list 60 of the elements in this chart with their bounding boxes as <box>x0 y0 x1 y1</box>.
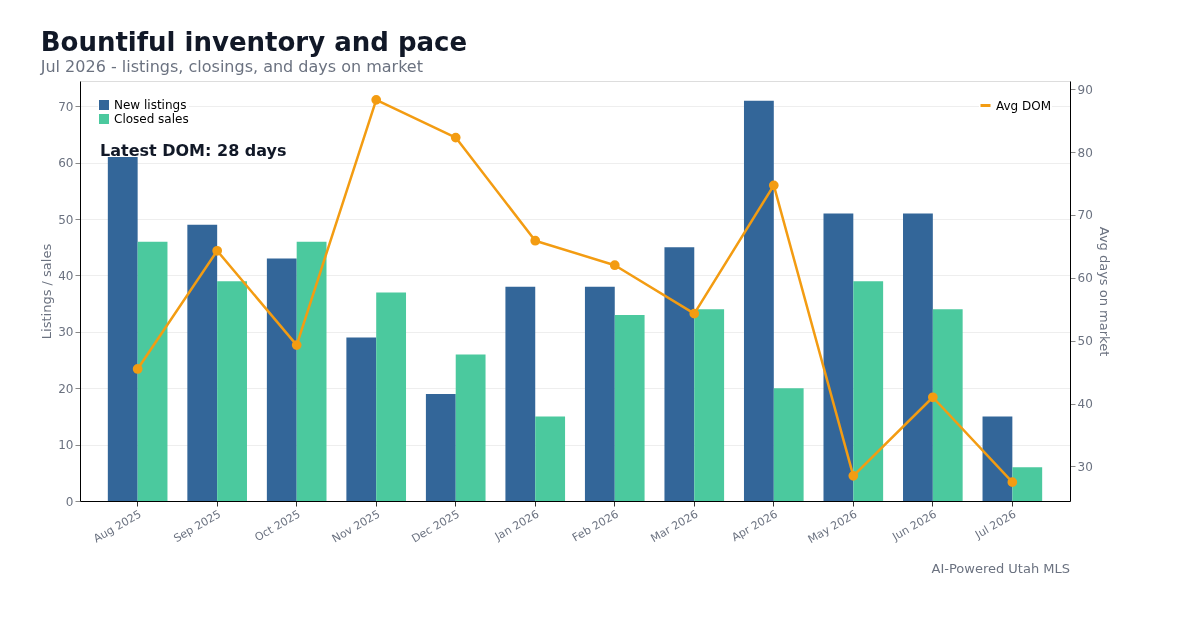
bar <box>425 393 456 501</box>
bar <box>903 213 933 501</box>
bar <box>694 309 725 501</box>
bar <box>296 241 327 501</box>
y2-axis-title: Avg days on market <box>1096 226 1112 357</box>
bar <box>743 100 774 501</box>
bar <box>107 157 138 501</box>
legend-label: Closed sales <box>114 112 189 126</box>
bar <box>773 388 804 501</box>
point <box>848 470 859 481</box>
y-tick-label: 60 <box>58 156 74 171</box>
legend-label: New listings <box>114 98 187 112</box>
chart-subtitle: Jul 2026 - listings, closings, and days on market <box>39 57 423 76</box>
point <box>689 308 700 319</box>
point <box>530 235 541 246</box>
bar <box>505 286 536 501</box>
bar <box>187 224 218 501</box>
y2-tick-label: 50 <box>1077 334 1093 349</box>
y2-tick-label: 60 <box>1077 271 1093 286</box>
bar <box>217 281 247 501</box>
point <box>609 260 620 271</box>
bar <box>664 247 695 501</box>
y2-tick-label: 40 <box>1077 397 1093 412</box>
y-tick-label: 70 <box>58 99 74 114</box>
point <box>927 392 938 403</box>
y2-tick-label: 80 <box>1077 145 1093 160</box>
legend-label: Avg DOM <box>996 98 1052 113</box>
point <box>768 180 779 191</box>
bar <box>455 354 486 501</box>
y-axis-title: Listings / sales <box>39 243 55 340</box>
bar <box>982 416 1013 501</box>
bar <box>535 416 566 501</box>
point <box>132 364 143 374</box>
y2-tick-label: 90 <box>1077 82 1093 97</box>
text: AI-Powered Utah MLS <box>931 561 1070 576</box>
bar <box>1012 467 1043 501</box>
y-tick-label: 40 <box>58 269 74 283</box>
y2-tick-label: 70 <box>1077 208 1093 223</box>
y-tick-label: 0 <box>65 494 74 509</box>
bar <box>266 258 297 501</box>
y-tick-label: 30 <box>58 325 74 340</box>
bar <box>376 292 407 501</box>
bar <box>137 241 168 501</box>
bar <box>346 337 377 501</box>
y-tick-label: 20 <box>58 381 74 396</box>
point <box>291 340 302 350</box>
bar <box>823 213 854 501</box>
chart-title: Bountiful inventory and pace <box>40 27 468 57</box>
bar <box>614 314 645 501</box>
y-tick-label: 50 <box>58 212 74 227</box>
annotation: Latest DOM: 28 days <box>100 141 287 160</box>
point <box>212 245 223 256</box>
y-tick-label: 10 <box>58 438 74 453</box>
y2-tick-label: 30 <box>1077 459 1093 474</box>
point <box>1007 477 1018 487</box>
bar <box>853 281 884 501</box>
bar <box>584 286 615 501</box>
point <box>450 132 461 143</box>
bar <box>932 309 963 501</box>
point <box>371 95 382 105</box>
